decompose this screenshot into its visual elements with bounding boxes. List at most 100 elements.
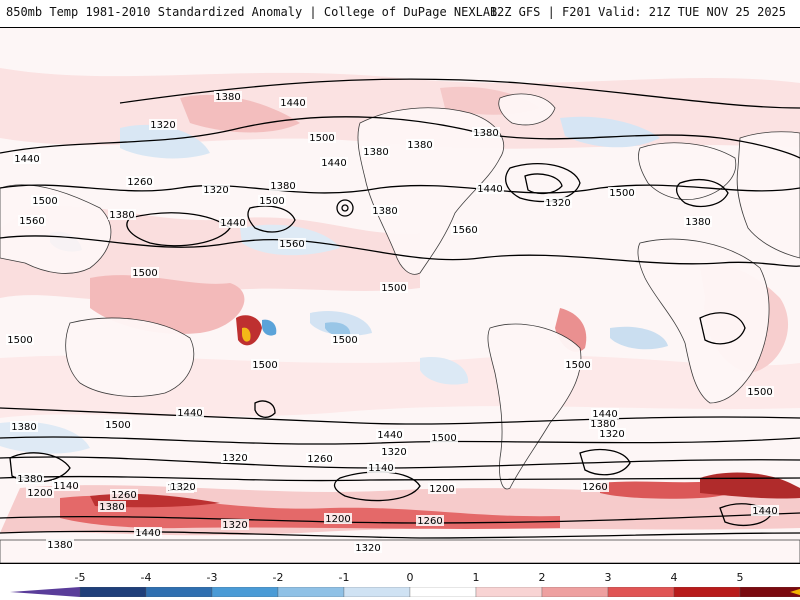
contour-label: 1500 bbox=[309, 133, 334, 144]
contour-label-bg bbox=[278, 238, 306, 249]
asia-east-shape bbox=[736, 131, 800, 259]
colorbar-strip bbox=[10, 587, 800, 597]
contour-label: 1380 bbox=[215, 92, 240, 103]
contour-label-bg bbox=[354, 542, 382, 553]
contour-label: 1500 bbox=[252, 360, 277, 371]
contour-label-bg bbox=[746, 386, 774, 397]
contour-label-bg bbox=[380, 282, 408, 293]
contour-label: 1500 bbox=[565, 360, 590, 371]
contour-label-bg bbox=[108, 209, 136, 220]
contour-label-bg bbox=[6, 334, 34, 345]
contour-1260-south bbox=[0, 475, 800, 482]
contour-label: 1440 bbox=[477, 184, 502, 195]
contour-closed-low-1-inner bbox=[341, 204, 349, 212]
contour-label: 1560 bbox=[452, 225, 477, 236]
contour-label: 1440 bbox=[592, 409, 617, 420]
contour-label: 1320 bbox=[170, 482, 195, 493]
colorbar-tick-label: -2 bbox=[272, 571, 284, 584]
contour-label: 1320 bbox=[222, 520, 247, 531]
colorbar-tick-label: -3 bbox=[206, 571, 218, 584]
contour-label-bg bbox=[104, 419, 132, 430]
south-america-shape bbox=[487, 323, 582, 490]
contour-label: 1500 bbox=[431, 433, 456, 444]
contour-closed-south-atlantic bbox=[579, 449, 631, 476]
contour-label: 1380 bbox=[99, 502, 124, 513]
contour-label: 1500 bbox=[105, 420, 130, 431]
contour-label-bg bbox=[131, 267, 159, 278]
contour-label-bg bbox=[564, 359, 592, 370]
contour-label: 1500 bbox=[132, 268, 157, 279]
contour-label-bg bbox=[258, 195, 286, 206]
colorbar-extend-max bbox=[790, 588, 800, 596]
contour-label-bg bbox=[16, 473, 44, 484]
contour-label: 1500 bbox=[332, 335, 357, 346]
contour-label: 1260 bbox=[127, 177, 152, 188]
contour-label-bg bbox=[406, 139, 434, 150]
colorbar-tick-label: -1 bbox=[338, 571, 350, 584]
colorbar-tick-label: 5 bbox=[736, 571, 744, 584]
contour-inner-atlantic bbox=[524, 173, 563, 195]
colorbar-segment bbox=[277, 587, 345, 597]
contour-label: 1560 bbox=[279, 239, 304, 250]
contour-label: 1320 bbox=[203, 185, 228, 196]
contour-label: 1440 bbox=[752, 506, 777, 517]
colorbar-segment bbox=[541, 587, 609, 597]
africa-shape bbox=[637, 238, 770, 404]
colorbar-tick-label: 4 bbox=[670, 571, 678, 584]
contour-label: 1140 bbox=[53, 481, 78, 492]
contour-label-bg bbox=[308, 132, 336, 143]
contour-label: 1320 bbox=[355, 543, 380, 554]
contour-label: 1500 bbox=[609, 188, 634, 199]
contour-label: 1380 bbox=[47, 540, 72, 551]
contour-label-bg bbox=[110, 489, 138, 500]
contour-label-bg bbox=[591, 408, 619, 419]
contour-label: 1320 bbox=[545, 198, 570, 209]
contour-label: 1320 bbox=[150, 120, 175, 131]
contour-label-bg bbox=[544, 197, 572, 208]
greenland-shape bbox=[498, 93, 556, 126]
contour-label-bg bbox=[176, 407, 204, 418]
contour-label-bg bbox=[598, 428, 626, 439]
contour-label-bg bbox=[331, 334, 359, 345]
contour-1320-closed bbox=[247, 205, 296, 233]
contour-label-bg bbox=[306, 453, 334, 464]
contour-label: 1440 bbox=[14, 154, 39, 165]
contour-label-bg bbox=[376, 429, 404, 440]
contour-label: 1380 bbox=[17, 474, 42, 485]
contour-label: 1380 bbox=[11, 422, 36, 433]
contour-label: 1440 bbox=[177, 408, 202, 419]
contour-label-bg bbox=[428, 483, 456, 494]
contour-1440-south bbox=[0, 407, 800, 425]
australia-shape bbox=[65, 317, 195, 397]
contour-1440-north bbox=[0, 116, 800, 159]
contour-small-closed bbox=[254, 400, 276, 418]
contour-label-bg bbox=[52, 480, 80, 491]
contour-label: 1320 bbox=[222, 453, 247, 464]
contour-label-bg bbox=[751, 505, 779, 516]
contour-label: 1560 bbox=[19, 216, 44, 227]
contour-label: 1500 bbox=[381, 283, 406, 294]
colorbar-segment bbox=[739, 587, 800, 597]
contour-label: 1260 bbox=[582, 482, 607, 493]
contour-label-bg bbox=[269, 180, 297, 191]
colorbar-tick-label: 2 bbox=[538, 571, 546, 584]
contour-label-bg bbox=[13, 153, 41, 164]
colorbar-segment bbox=[607, 587, 675, 597]
asia-west-shape bbox=[0, 184, 112, 274]
continent-outlines bbox=[0, 93, 800, 563]
contour-1380-south bbox=[0, 436, 800, 445]
contour-label-bg bbox=[214, 91, 242, 102]
contour-label-bg bbox=[31, 195, 59, 206]
colorbar-tick-label: 1 bbox=[472, 571, 480, 584]
contour-label: 1380 bbox=[473, 128, 498, 139]
contour-label-bg bbox=[134, 527, 162, 538]
contour-label-bg bbox=[684, 216, 712, 227]
contour-label: 1440 bbox=[377, 430, 402, 441]
contour-label: 1440 bbox=[220, 218, 245, 229]
contour-label: 1500 bbox=[259, 196, 284, 207]
contour-label-bg bbox=[476, 183, 504, 194]
contour-label-bg bbox=[10, 421, 38, 432]
colorbar-segment bbox=[343, 587, 411, 597]
contour-label-bg bbox=[202, 184, 230, 195]
contour-label-bg bbox=[221, 452, 249, 463]
